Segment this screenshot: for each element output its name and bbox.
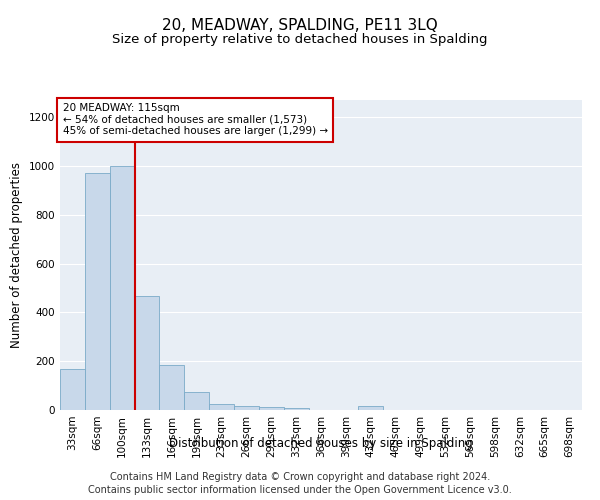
Bar — [358, 406, 383, 410]
Bar — [259, 407, 284, 410]
Bar — [60, 368, 85, 410]
Bar — [134, 296, 160, 410]
Text: 20 MEADWAY: 115sqm
← 54% of detached houses are smaller (1,573)
45% of semi-deta: 20 MEADWAY: 115sqm ← 54% of detached hou… — [62, 103, 328, 136]
Bar — [284, 408, 308, 410]
Text: Size of property relative to detached houses in Spalding: Size of property relative to detached ho… — [112, 32, 488, 46]
Bar — [209, 404, 234, 410]
Text: Contains HM Land Registry data © Crown copyright and database right 2024.: Contains HM Land Registry data © Crown c… — [110, 472, 490, 482]
Bar — [85, 173, 110, 410]
Bar — [184, 392, 209, 410]
Bar — [234, 406, 259, 410]
Bar — [110, 166, 134, 410]
Text: 20, MEADWAY, SPALDING, PE11 3LQ: 20, MEADWAY, SPALDING, PE11 3LQ — [162, 18, 438, 32]
Text: Contains public sector information licensed under the Open Government Licence v3: Contains public sector information licen… — [88, 485, 512, 495]
Text: Distribution of detached houses by size in Spalding: Distribution of detached houses by size … — [169, 438, 473, 450]
Bar — [160, 365, 184, 410]
Y-axis label: Number of detached properties: Number of detached properties — [10, 162, 23, 348]
